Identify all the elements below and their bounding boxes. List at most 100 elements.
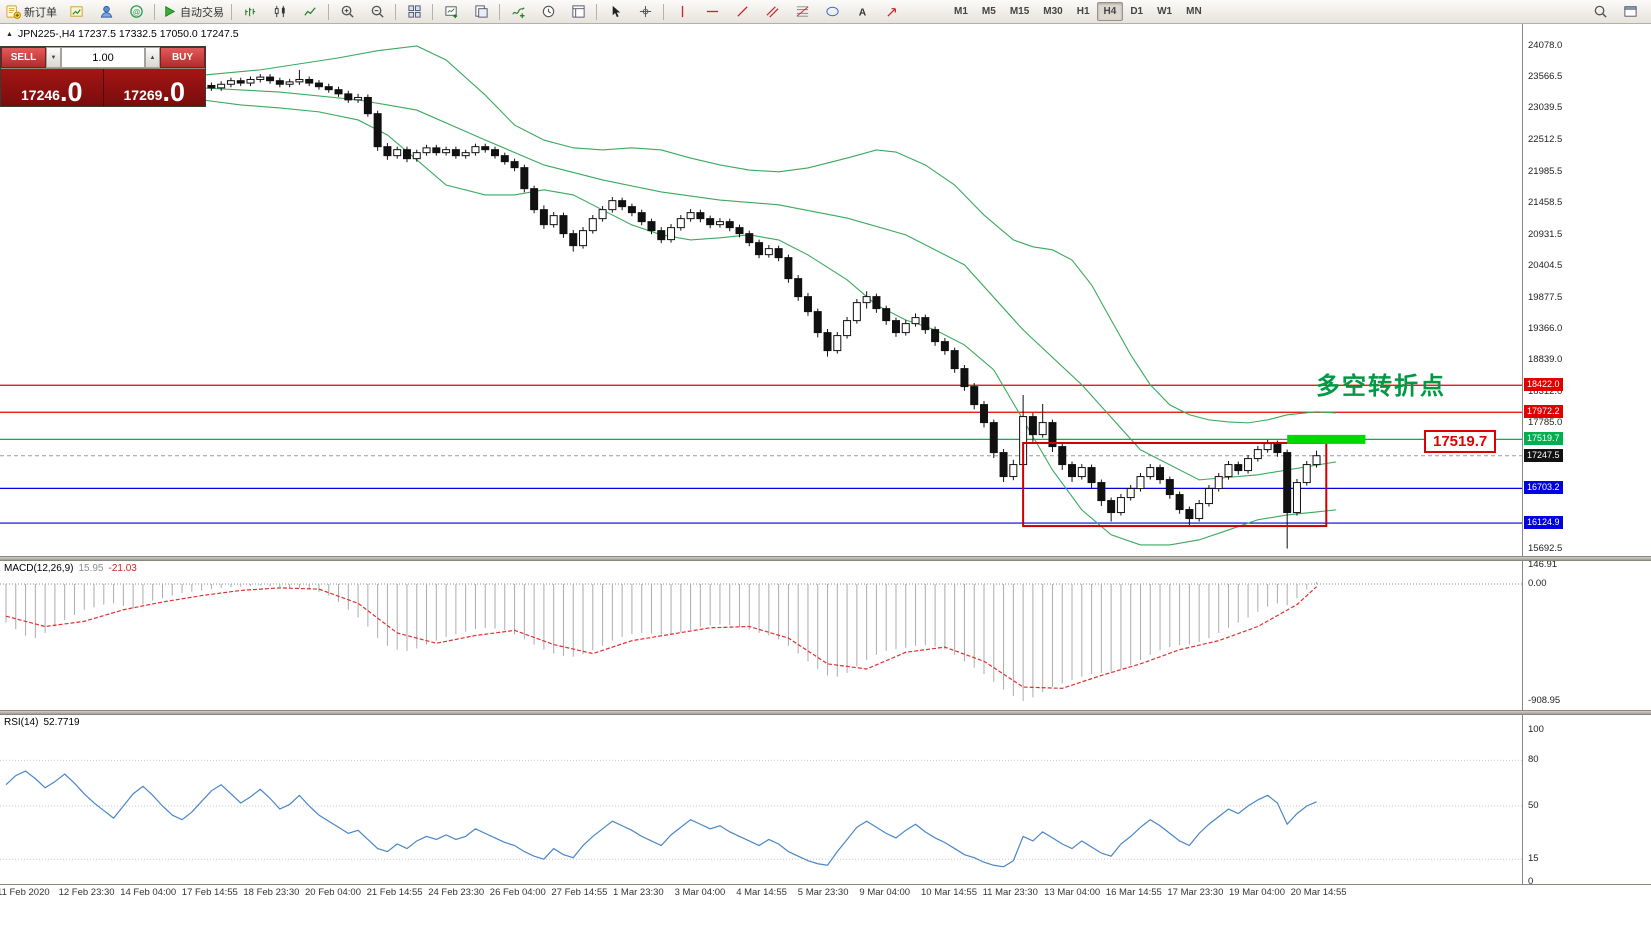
price-tick: 19877.5 [1528, 291, 1563, 303]
time-label: 3 Mar 04:00 [674, 887, 726, 898]
rsi-canvas[interactable] [0, 715, 1522, 884]
timeframe-toolbar: M1 M5 M15 M30 H1 H4 D1 W1 MN [947, 2, 1209, 21]
time-label: 12 Feb 23:30 [58, 887, 115, 898]
search-button[interactable] [1585, 1, 1615, 23]
toolbar-separator [499, 3, 500, 20]
channel-button[interactable] [757, 1, 787, 23]
price-tick: 21985.5 [1528, 165, 1563, 177]
price-scale[interactable]: 24078.0 23566.5 23039.5 22512.5 21985.5 21458… [1522, 24, 1651, 887]
window-button[interactable] [1615, 1, 1645, 23]
zoom-in-button[interactable] [332, 1, 362, 23]
turning-point-annotation[interactable]: 多空转折点 [1316, 373, 1446, 400]
price-tag-17519[interactable]: 17519.7 [1424, 430, 1497, 453]
toolbar-separator [596, 3, 597, 20]
time-label: 27 Feb 14:55 [551, 887, 608, 898]
main-toolbar: 新订单 @ 自动交易 A M1 M5 M15 M30 H1 H4 D1 W1 MN [0, 0, 1651, 24]
cursor-button[interactable] [600, 1, 630, 23]
rsi-name: RSI(14) [4, 717, 39, 728]
buy-price-box[interactable]: 17269.0 [103, 69, 205, 106]
new-chart-button[interactable] [436, 1, 466, 23]
main-chart-canvas[interactable] [0, 24, 1522, 556]
price-tick: 20404.5 [1528, 260, 1563, 272]
svg-text:A: A [858, 7, 866, 18]
rsi-scale-label: 80 [1528, 754, 1539, 766]
timeframe-mn[interactable]: MN [1186, 6, 1202, 17]
tile-windows-icon [407, 4, 422, 19]
horizontal-line-icon [705, 4, 720, 19]
sell-button[interactable]: SELL [1, 47, 46, 68]
line-price-label: 16703.2 [1524, 481, 1563, 495]
profiles-button[interactable] [466, 1, 496, 23]
current-price-label: 17247.5 [1524, 448, 1563, 462]
sell-price-main: 17246 [21, 86, 60, 103]
time-axis[interactable]: 11 Feb 2020 12 Feb 23:30 14 Feb 04:00 17 Fe… [0, 884, 1651, 901]
time-label: 18 Feb 23:30 [243, 887, 300, 898]
vertical-line-button[interactable] [667, 1, 697, 23]
timeframe-m5[interactable]: M5 [981, 6, 996, 17]
time-label: 5 Mar 23:30 [797, 887, 849, 898]
timeframe-d1[interactable]: D1 [1130, 6, 1144, 17]
indicators-icon [511, 4, 526, 19]
chart-title-text: JPN225-,H4 17237.5 17332.5 17050.0 17247… [17, 28, 239, 40]
price-tick: 24078.0 [1528, 40, 1563, 51]
macd-signal-line [5, 586, 1317, 689]
macd-scale-label: 0.00 [1528, 578, 1547, 589]
new-order-button[interactable]: 新订单 [2, 1, 61, 23]
zoom-out-icon [370, 4, 385, 19]
shapes-button[interactable] [817, 1, 847, 23]
timeframe-h1[interactable]: H1 [1076, 6, 1090, 17]
vertical-line-icon [675, 4, 690, 19]
auto-trading-button[interactable]: 自动交易 [158, 1, 228, 23]
volume-decrease-button[interactable]: ▼ [46, 47, 61, 68]
candlestick-button[interactable] [265, 1, 295, 23]
toolbar-separator [395, 3, 396, 20]
macd-canvas[interactable] [0, 561, 1522, 710]
navigator-button[interactable] [91, 1, 121, 23]
toolbar-separator [432, 3, 433, 20]
periods-button[interactable] [533, 1, 563, 23]
tile-windows-button[interactable] [399, 1, 429, 23]
bollinger-upper [5, 45, 1337, 424]
crosshair-button[interactable] [630, 1, 660, 23]
line-chart-button[interactable] [295, 1, 325, 23]
crosshair-icon [638, 4, 653, 19]
terminal-button[interactable]: @ [121, 1, 151, 23]
macd-value: 15.95 [78, 563, 104, 574]
time-label: 19 Mar 04:00 [1229, 887, 1285, 898]
volume-increase-button[interactable]: ▲ [145, 47, 160, 68]
volume-input[interactable] [61, 47, 145, 68]
sell-price-fraction: .0 [59, 76, 83, 107]
price-tick: 19366.0 [1528, 322, 1563, 334]
line-price-label: 18422.0 [1524, 378, 1563, 392]
macd-scale-label: 146.91 [1528, 559, 1558, 571]
sell-price-box[interactable]: 17246.0 [1, 69, 103, 106]
timeframe-m30[interactable]: M30 [1043, 6, 1063, 17]
timeframe-w1[interactable]: W1 [1157, 6, 1173, 17]
arrow-button[interactable] [877, 1, 907, 23]
arrow-icon [885, 4, 900, 19]
price-tick: 18839.0 [1528, 354, 1563, 366]
window-icon [1623, 4, 1638, 19]
text-button[interactable]: A [847, 1, 877, 23]
indicators-button[interactable] [503, 1, 533, 23]
collapse-icon[interactable]: ▲ [6, 30, 13, 38]
candlestick-icon [273, 4, 288, 19]
price-tick: 23039.5 [1528, 102, 1563, 114]
panel-separator[interactable] [0, 556, 1651, 561]
time-label: 21 Feb 14:55 [366, 887, 423, 898]
timeframe-m15[interactable]: M15 [1009, 6, 1030, 17]
fibonacci-button[interactable] [787, 1, 817, 23]
buy-button[interactable]: BUY [160, 47, 205, 68]
horizontal-line-button[interactable] [697, 1, 727, 23]
timeframe-h4[interactable]: H4 [1096, 2, 1124, 21]
timeframe-m1[interactable]: M1 [954, 6, 968, 17]
chart-title: ▲ JPN225-,H4 17237.5 17332.5 17050.0 172… [6, 28, 239, 40]
trendline-button[interactable] [727, 1, 757, 23]
bar-chart-button[interactable] [235, 1, 265, 23]
price-tick: 15692.5 [1528, 543, 1563, 554]
market-watch-button[interactable] [61, 1, 91, 23]
templates-button[interactable] [563, 1, 593, 23]
zoom-out-button[interactable] [362, 1, 392, 23]
panel-separator[interactable] [0, 710, 1651, 715]
